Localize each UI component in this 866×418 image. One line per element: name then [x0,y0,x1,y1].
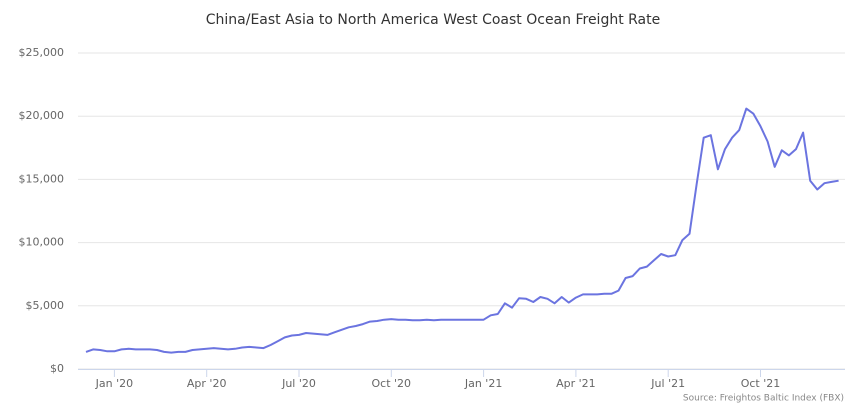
source: Source: Freightos Baltic Index (FBX) [683,394,844,404]
y-tick-label: $20,000 [19,109,65,122]
y-tick-label: $0 [50,362,64,375]
x-tick-label: Oct '21 [741,377,781,390]
line [85,107,839,354]
x-tick-label: Oct '20 [372,377,412,390]
y-tick-label: $15,000 [19,172,65,185]
y-tick-label: $5,000 [26,299,65,312]
x-tick-label: Apr '21 [556,377,596,390]
x-tick-label: Apr '20 [187,377,227,390]
chart-title: China/East Asia to North America West Co… [206,12,661,28]
y-tick-label: $25,000 [19,46,65,59]
x-tick-label: Jul '21 [650,377,685,390]
x-tick-label: Jan '20 [95,377,133,390]
x-tick-label: Jul '20 [281,377,316,390]
y-tick-label: $10,000 [19,236,65,249]
x-tick-label: Jan '21 [464,377,502,390]
